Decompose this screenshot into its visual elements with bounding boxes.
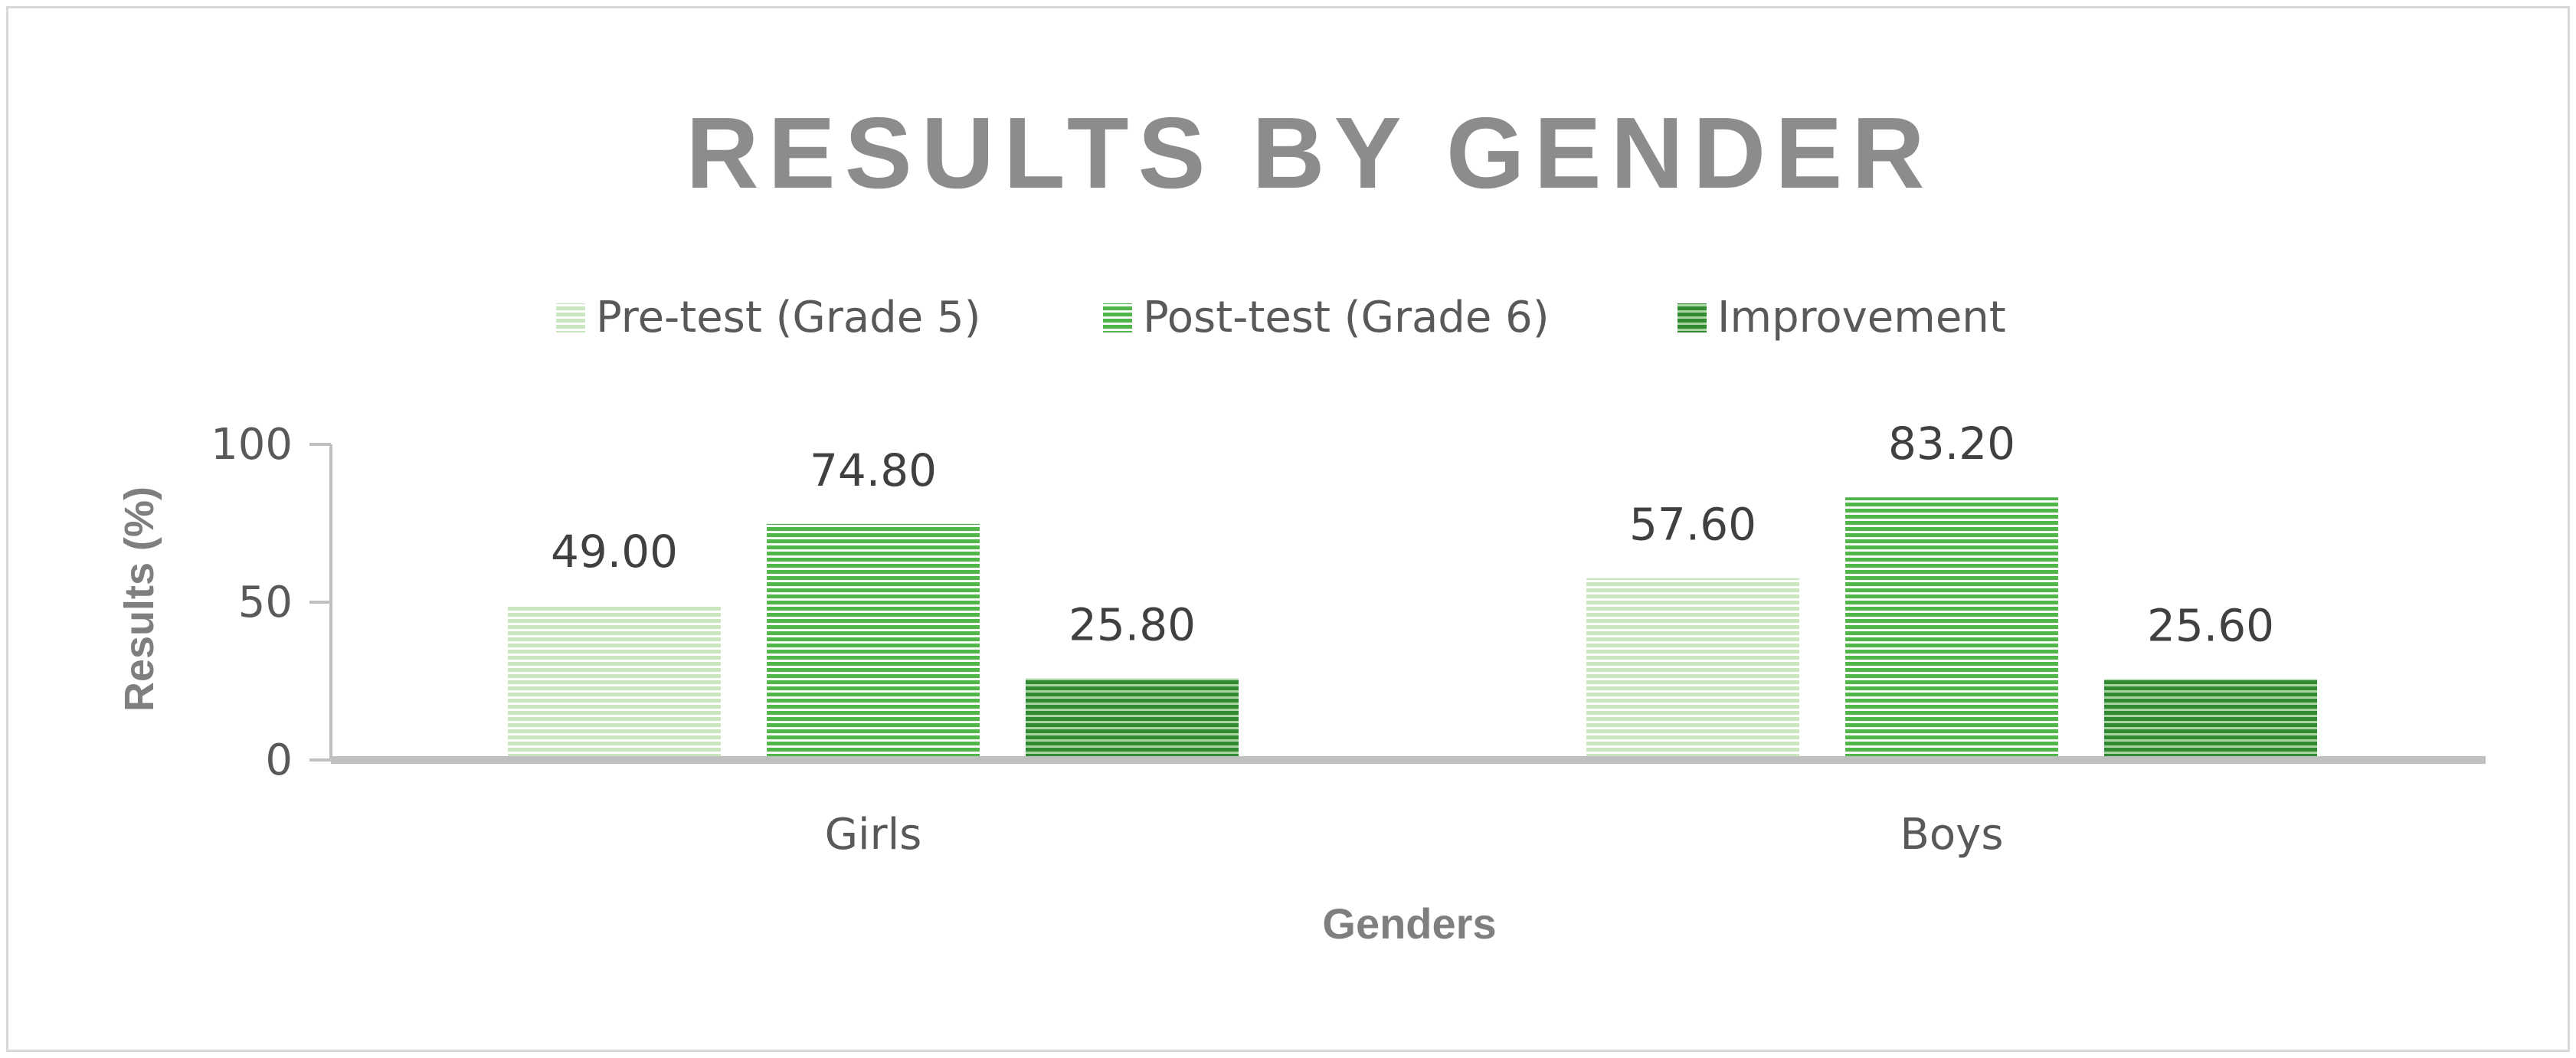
legend-swatch (1103, 303, 1132, 332)
legend-label: Pre-test (Grade 5) (596, 293, 980, 342)
data-label-pre-test-grade-5-boys: 57.60 (1629, 499, 1756, 551)
data-label-pre-test-grade-5-girls: 49.00 (551, 526, 678, 578)
x-tick-label: Boys (1900, 810, 2004, 860)
bar-pre-test-grade-5-girls (508, 605, 721, 760)
y-axis-title: Results (%) (116, 486, 162, 712)
bar-improvement-girls (1026, 678, 1239, 760)
legend-swatch (556, 303, 585, 332)
legend-label: Post-test (Grade 6) (1143, 293, 1550, 342)
legend-item-post-test-grade-6: Post-test (Grade 6) (1103, 293, 1550, 342)
legend-item-improvement: Improvement (1678, 293, 2006, 342)
legend-item-pre-test-grade-5: Pre-test (Grade 5) (556, 293, 980, 342)
bars (508, 497, 2317, 760)
legend-swatch (1678, 303, 1707, 332)
bar-improvement-boys (2104, 679, 2317, 760)
chart-title: RESULTS BY GENDER (686, 97, 1933, 209)
x-axis-title: Genders (1322, 899, 1496, 948)
legend-label: Improvement (1717, 293, 2006, 342)
chart-frame (6, 6, 2570, 1052)
y-tick-label: 0 (265, 735, 293, 785)
data-label-post-test-grade-6-girls: 74.80 (810, 444, 937, 496)
y-tick-label: 50 (238, 578, 293, 627)
bar-post-test-grade-6-girls (767, 523, 980, 760)
legend: Pre-test (Grade 5) Post-test (Grade 6) Imp… (556, 293, 2006, 342)
y-axis: 0 50 100 (211, 420, 332, 785)
data-label-improvement-boys: 25.60 (2147, 600, 2274, 652)
y-tick-label: 100 (211, 420, 293, 470)
data-labels: 49.00 74.80 25.80 57.60 83.20 25.60 (551, 418, 2274, 651)
data-label-improvement-girls: 25.80 (1069, 599, 1196, 651)
data-label-post-test-grade-6-boys: 83.20 (1888, 418, 2015, 470)
x-tick-label: Girls (825, 810, 922, 860)
bar-pre-test-grade-5-boys (1586, 578, 1799, 760)
x-axis: Girls Boys (825, 810, 2004, 860)
bar-post-test-grade-6-boys (1845, 497, 2058, 760)
